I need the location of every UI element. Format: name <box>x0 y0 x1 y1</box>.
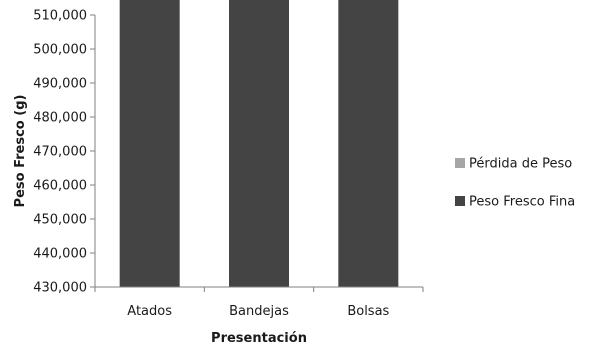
y-tick-label: 450,000 <box>33 213 87 228</box>
y-tick-label: 490,000 <box>33 77 87 92</box>
y-tick-label: 510,000 <box>33 9 87 24</box>
legend-label: Peso Fresco Fina <box>469 195 575 210</box>
legend: Pérdida de Peso Peso Fresco Fina <box>455 157 575 210</box>
y-axis-title: Peso Fresco (g) <box>13 95 28 208</box>
y-tick-label: 430,000 <box>33 281 87 296</box>
y-tick-label: 500,000 <box>33 43 87 58</box>
bar-bolsas-peso-fresco <box>338 0 399 287</box>
bar-bandejas-peso-fresco <box>229 0 289 287</box>
bars-group <box>119 0 399 287</box>
y-tick-label: 470,000 <box>33 145 87 160</box>
y-axis: 430,000 440,000 450,000 460,000 470,000 480,0… <box>33 9 96 296</box>
y-tick-label: 480,000 <box>33 111 87 126</box>
x-axis-title: Presentación <box>211 331 307 346</box>
x-tick-label: Bandejas <box>229 304 289 319</box>
x-tick-label: Atados <box>127 304 172 319</box>
y-tick-label: 440,000 <box>33 247 87 262</box>
x-axis: Atados Bandejas Bolsas <box>94 286 424 319</box>
bar-atados-peso-fresco <box>119 0 180 287</box>
legend-swatch <box>455 196 465 206</box>
y-tick-label: 460,000 <box>33 179 87 194</box>
x-tick-label: Bolsas <box>347 304 389 319</box>
legend-swatch <box>455 158 465 168</box>
legend-label: Pérdida de Peso <box>469 157 572 172</box>
